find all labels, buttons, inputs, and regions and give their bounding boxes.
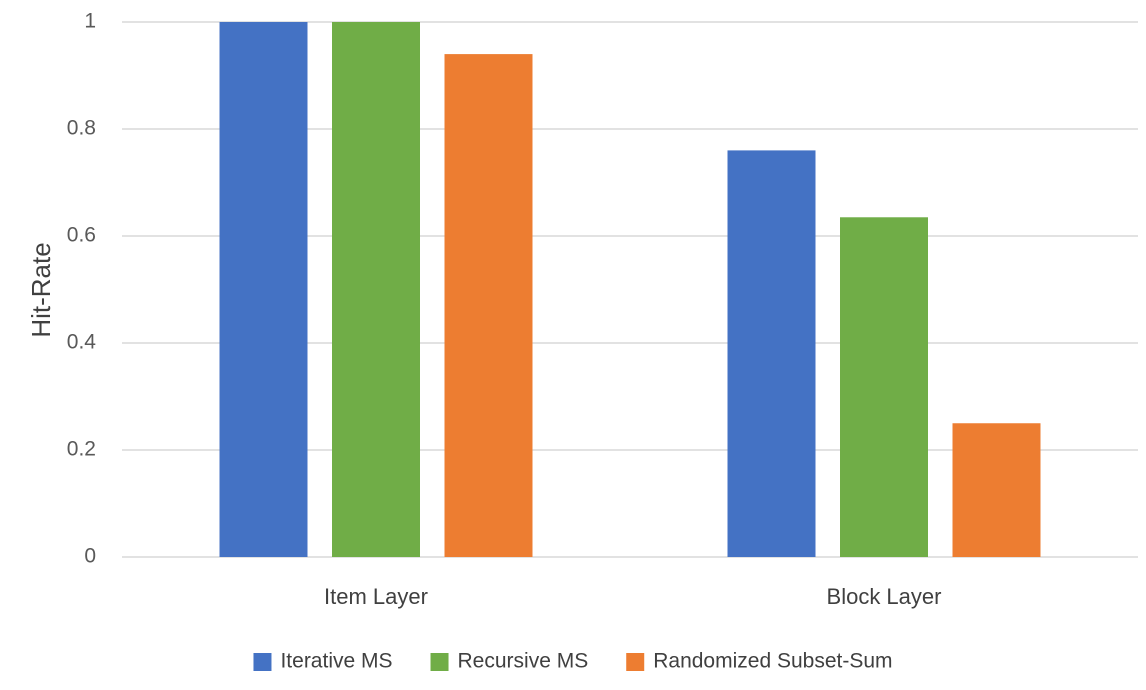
- y-tick-label: 0.2: [67, 438, 96, 461]
- legend-label: Iterative MS: [280, 650, 392, 673]
- x-category-label: Item Layer: [324, 584, 428, 609]
- bar-recursive-ms-block-layer: [840, 217, 928, 557]
- y-tick-label: 0.4: [67, 331, 97, 354]
- legend-label: Recursive MS: [458, 650, 589, 673]
- legend-label: Randomized Subset-Sum: [653, 650, 892, 673]
- y-tick-label: 0.8: [67, 117, 96, 140]
- bar-iterative-ms-item-layer: [219, 22, 308, 557]
- legend-swatch: [626, 653, 645, 671]
- x-category-label: Block Layer: [827, 584, 942, 609]
- legend-swatch: [253, 653, 272, 671]
- legend: Iterative MS Recursive MS Randomized Subse…: [253, 650, 893, 673]
- legend-item: Randomized Subset-Sum: [626, 650, 893, 673]
- bars: [219, 22, 1041, 557]
- bar-randomized-subset-sum-item-layer: [444, 54, 533, 557]
- y-axis-title: Hit-Rate: [26, 242, 56, 337]
- bar-randomized-subset-sum-block-layer: [952, 423, 1041, 557]
- legend-item: Recursive MS: [430, 650, 589, 673]
- y-axis-ticks: 0 0.2 0.4 0.6 0.8 1: [67, 10, 97, 568]
- legend-swatch: [430, 653, 449, 671]
- x-axis-categories: Item Layer Block Layer: [324, 584, 941, 609]
- y-tick-label: 1: [84, 10, 96, 33]
- legend-item: Iterative MS: [253, 650, 393, 673]
- y-tick-label: 0.6: [67, 224, 96, 247]
- bar-recursive-ms-item-layer: [332, 22, 420, 557]
- bar-iterative-ms-block-layer: [727, 150, 816, 557]
- y-tick-label: 0: [84, 545, 96, 568]
